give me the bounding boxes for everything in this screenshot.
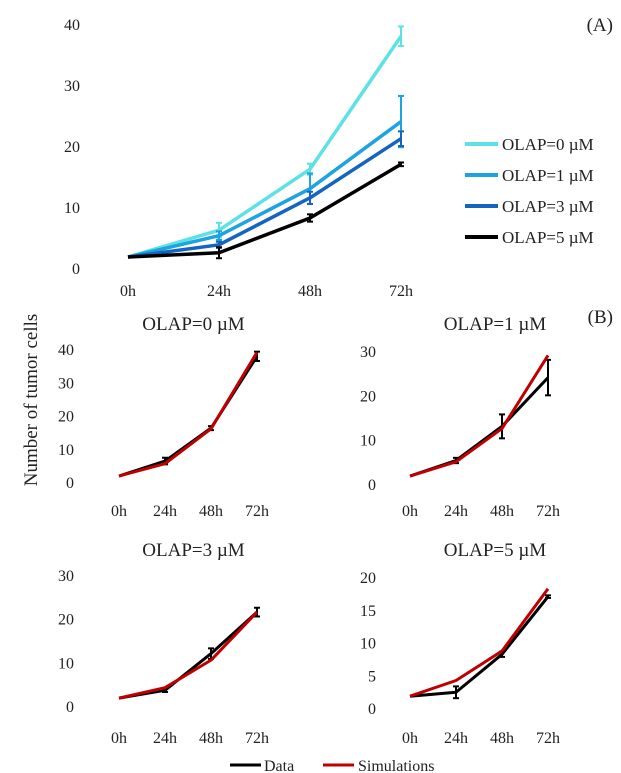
y-tick-label: 20	[360, 388, 376, 405]
y-tick-label: 40	[58, 342, 74, 359]
y-tick-label: 10	[64, 200, 80, 217]
panel-label-b: (B)	[588, 307, 613, 328]
series-line	[127, 162, 402, 259]
x-tick-label: 0h	[111, 730, 127, 747]
y-tick-label: 20	[58, 612, 74, 629]
legend-label: OLAP=5 µM	[502, 228, 594, 247]
y-tick-label: 0	[368, 477, 376, 494]
chart-1: OLAP=0 µM 0 10 20 30 40 0h 24h 48h 72h	[58, 314, 269, 520]
y-tick-label: 0	[66, 699, 74, 716]
x-tick-label: 0h	[402, 503, 418, 520]
bottom-legend-label: Simulations	[358, 758, 434, 773]
series-line	[409, 354, 550, 478]
series-line	[127, 120, 403, 259]
shared-y-axis-label: Number of tumor cells	[21, 314, 42, 487]
y-tick-label: 20	[360, 570, 376, 587]
chart-title: OLAP=3 µM	[142, 540, 245, 561]
x-tick-label: 72h	[245, 503, 269, 520]
y-tick-label: 30	[58, 375, 74, 392]
x-tick-label: 24h	[153, 730, 177, 747]
x-tick-label: 48h	[199, 503, 223, 520]
chart-title: OLAP=1 µM	[444, 314, 547, 335]
series-line	[118, 611, 259, 700]
y-tick-label: 0	[368, 701, 376, 718]
y-tick-label: 0	[66, 475, 74, 492]
chart-4: OLAP=5 µM 0 5 10 15 20 0h 24h 48h 72h	[360, 540, 560, 747]
series-line	[127, 35, 403, 259]
y-tick-label: 10	[360, 636, 376, 653]
series-line	[409, 595, 550, 698]
chart-title: OLAP=0 µM	[142, 314, 245, 335]
series-line	[118, 351, 259, 478]
y-tick-label: 0	[72, 261, 80, 278]
series-line	[118, 355, 259, 478]
panel-label-a: (A)	[587, 15, 613, 36]
bottom-legend-label: Data	[264, 758, 294, 773]
y-tick-label: 5	[368, 668, 376, 685]
y-tick-label: 15	[360, 603, 376, 620]
y-tick-label: 20	[58, 409, 74, 426]
bottom-legend: Data Simulations	[230, 758, 434, 773]
y-tick-label: 30	[58, 568, 74, 585]
y-tick-label: 10	[58, 442, 74, 459]
chart-title: OLAP=5 µM	[444, 540, 547, 561]
y-tick-label: 10	[58, 655, 74, 672]
y-tick-label: 20	[64, 139, 80, 156]
legend-label: OLAP=1 µM	[502, 166, 594, 185]
x-tick-label: 72h	[536, 730, 560, 747]
series-line	[127, 137, 402, 259]
y-tick-label: 30	[360, 344, 376, 361]
x-tick-label: 24h	[207, 283, 231, 300]
y-tick-label: 30	[64, 78, 80, 95]
x-tick-label: 0h	[120, 283, 136, 300]
x-tick-label: 72h	[536, 503, 560, 520]
x-tick-label: 48h	[199, 730, 223, 747]
chart-2: OLAP=1 µM 0 10 20 30 0h 24h 48h 72h	[360, 314, 560, 520]
chart-3: OLAP=3 µM 0 10 20 30 0h 24h 48h 72h	[58, 540, 269, 747]
legend-label: OLAP=3 µM	[502, 197, 594, 216]
x-tick-label: 24h	[444, 730, 468, 747]
x-tick-label: 72h	[389, 283, 413, 300]
x-tick-label: 48h	[490, 503, 514, 520]
series-line	[409, 376, 550, 478]
series-line	[409, 587, 550, 698]
x-tick-label: 72h	[245, 730, 269, 747]
x-tick-label: 0h	[111, 503, 127, 520]
x-tick-label: 24h	[153, 503, 177, 520]
y-tick-label: 40	[64, 17, 80, 34]
series-line	[118, 611, 259, 700]
x-tick-label: 24h	[444, 503, 468, 520]
y-tick-label: 10	[360, 433, 376, 450]
legend-panel-a: OLAP=0 µM OLAP=1 µM OLAP=3 µM OLAP=5 µM	[465, 135, 594, 247]
x-tick-label: 48h	[298, 283, 322, 300]
x-tick-label: 0h	[402, 730, 418, 747]
x-tick-label: 48h	[490, 730, 514, 747]
legend-label: OLAP=0 µM	[502, 135, 594, 154]
